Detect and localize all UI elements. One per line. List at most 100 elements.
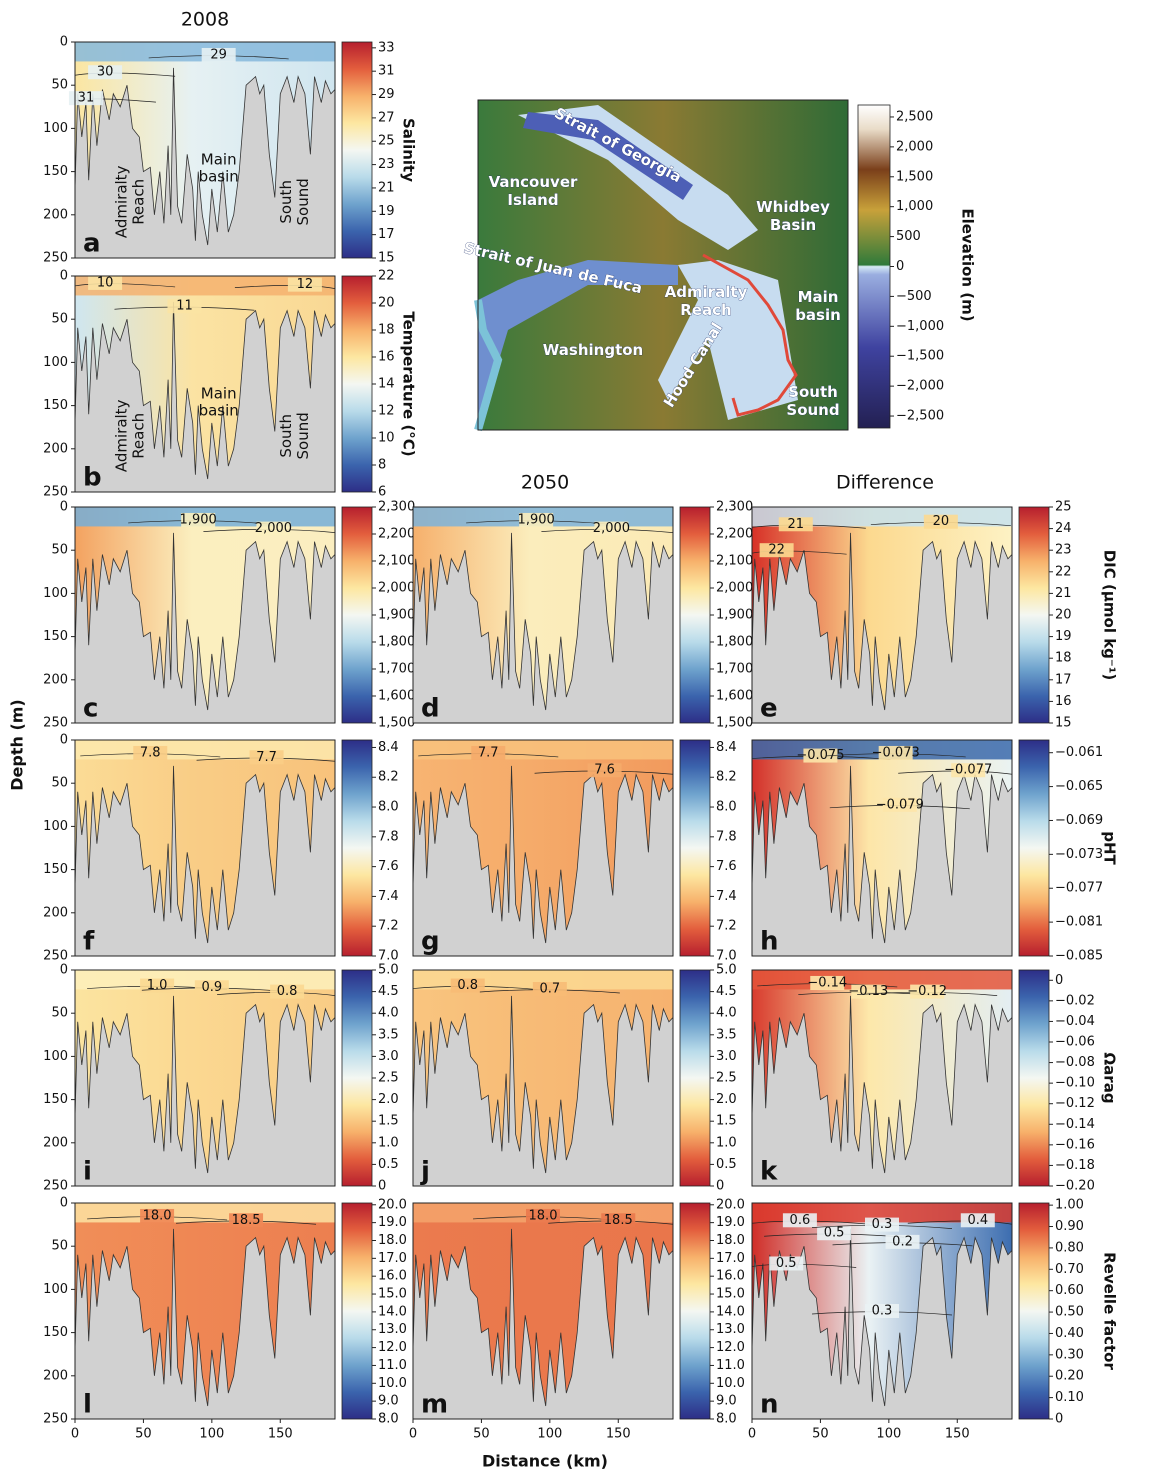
y-tick-label: 150 — [43, 1325, 68, 1340]
colorbar-tick-label: 0.60 — [1055, 1283, 1084, 1298]
y-tick-label: 200 — [43, 905, 68, 920]
colorbar-tick-label: 18 — [1055, 651, 1072, 666]
y-tick-label: 150 — [43, 398, 68, 413]
colorbar-tick-label: −1,500 — [896, 349, 944, 364]
colorbar-tick-label: 33 — [378, 40, 395, 55]
colorbar — [341, 506, 373, 724]
colorbar-tick-label: 1,900 — [378, 608, 415, 623]
plot-frame — [74, 275, 336, 493]
map-strait-georgia — [523, 112, 693, 200]
map-label: Main basin — [795, 288, 841, 324]
plot-frame — [74, 739, 336, 957]
colorbar-tick-label: 15 — [1055, 716, 1072, 731]
seafloor — [74, 765, 336, 957]
y-tick-label: 250 — [43, 251, 68, 266]
colorbar-tick-label: 21 — [378, 180, 395, 195]
region-label-line: basin — [199, 167, 239, 185]
seafloor — [74, 301, 336, 493]
colorbar-tick-label: 8.0 — [378, 1412, 399, 1427]
colorbar-tick-label: 18 — [378, 323, 395, 338]
map-water — [518, 105, 758, 250]
y-tick-label: 150 — [43, 164, 68, 179]
colorbar-tick-label: −0.10 — [1055, 1076, 1095, 1091]
y-tick-label: 100 — [43, 586, 68, 601]
colorbar-tick-label: 8.0 — [378, 800, 399, 815]
map-label: Vancouver Island — [489, 173, 578, 209]
region-label-line: Reach — [129, 179, 147, 225]
contour-label-bg — [471, 745, 506, 760]
contour-label: −0.077 — [944, 763, 992, 778]
contour-label-bg — [782, 1213, 817, 1228]
colorbar-tick-label: 19 — [378, 204, 395, 219]
contour-label: 0.7 — [539, 982, 560, 997]
colorbar-tick-label: −0.077 — [1055, 881, 1103, 896]
contour-label: −0.13 — [848, 984, 888, 999]
colorbar-tick-label: 2,000 — [716, 581, 753, 596]
y-tick-label: 100 — [43, 819, 68, 834]
contour-label: −0.075 — [796, 748, 844, 763]
plot-frame — [412, 739, 674, 957]
map-label-line: Island — [507, 191, 558, 209]
panel-letter: g — [421, 927, 440, 957]
panel-letter: k — [760, 1157, 778, 1187]
contour-label: 0.3 — [872, 1304, 893, 1319]
contour-label: 7.6 — [594, 763, 615, 778]
colorbar-tick-label: 8 — [378, 458, 386, 473]
colorbar-tick-label: 13.0 — [378, 1322, 407, 1337]
colorbar-label: Elevation (m) — [959, 208, 977, 321]
colorbar-label: Revelle factor — [1101, 1252, 1119, 1370]
y-tick-label: 150 — [43, 862, 68, 877]
colorbar-tick-label: −2,000 — [896, 379, 944, 394]
colorbar-tick-label: −0.081 — [1055, 915, 1103, 930]
colorbar-tick-label: 3.0 — [378, 1049, 399, 1064]
x-tick-label: 0 — [409, 1427, 417, 1442]
colorbar-label: Ωarag — [1101, 1052, 1119, 1103]
y-tick-label: 0 — [60, 733, 68, 748]
contour-label: 0.5 — [824, 1226, 845, 1241]
colorbar-tick-label: 4.0 — [378, 1006, 399, 1021]
colorbar-tick-label: 11.0 — [378, 1358, 407, 1373]
contour-label: 0.6 — [790, 1213, 811, 1228]
colorbar-tick-label: 9.0 — [378, 1394, 399, 1409]
contour-label: 12 — [297, 277, 314, 292]
colorbar-tick-label: 2,200 — [716, 527, 753, 542]
y-tick-label: 50 — [51, 1239, 68, 1254]
colorbar-tick-label: 16.0 — [378, 1269, 407, 1284]
colorbar-tick-label: 1,700 — [378, 662, 415, 677]
surface-layer — [75, 1203, 335, 1223]
colorbar-tick-label: −0.069 — [1055, 813, 1103, 828]
x-tick-label: 100 — [199, 1427, 224, 1442]
plot-frame — [751, 506, 1013, 724]
colorbar-tick-label: 8.0 — [716, 1412, 737, 1427]
colorbar-tick-label: 0 — [896, 259, 904, 274]
colorbar-tick-label: −0.18 — [1055, 1158, 1095, 1173]
y-tick-label: 150 — [43, 1092, 68, 1107]
colorbar-tick-label: 1.5 — [378, 1114, 399, 1129]
contour-label: 1,900 — [518, 512, 555, 527]
colorbar-tick-label: 17 — [378, 227, 395, 242]
colorbar-tick-label: 23 — [1055, 543, 1072, 558]
colorbar-tick-label: 0.30 — [1055, 1347, 1084, 1362]
colorbar — [1018, 506, 1050, 724]
contour-label: 2,000 — [255, 521, 292, 536]
panel-letter: b — [83, 463, 102, 493]
map-label-line: Admiralty — [665, 283, 748, 301]
colorbar-tick-label: 25 — [1055, 500, 1072, 515]
colorbar-tick-label: 16 — [1055, 694, 1072, 709]
contour-label: 7.7 — [478, 745, 499, 760]
y-tick-label: 200 — [43, 441, 68, 456]
colorbar-tick-label: 20 — [1055, 608, 1072, 623]
seafloor — [751, 995, 1013, 1187]
colorbar-tick-label: 7.0 — [716, 949, 737, 964]
y-tick-label: 150 — [43, 629, 68, 644]
colorbar-tick-label: −0.065 — [1055, 779, 1103, 794]
colorbar-tick-label: 0.70 — [1055, 1262, 1084, 1277]
panel-letter: a — [83, 229, 101, 259]
y-tick-label: 100 — [43, 121, 68, 136]
contour-label-bg — [194, 980, 229, 995]
contour-label-bg — [601, 1213, 636, 1228]
colorbar-tick-label: 0 — [716, 1179, 724, 1194]
colorbar-tick-label: 17.0 — [716, 1251, 745, 1266]
region-label-line: basin — [199, 401, 239, 419]
contour-label: 29 — [210, 47, 227, 62]
